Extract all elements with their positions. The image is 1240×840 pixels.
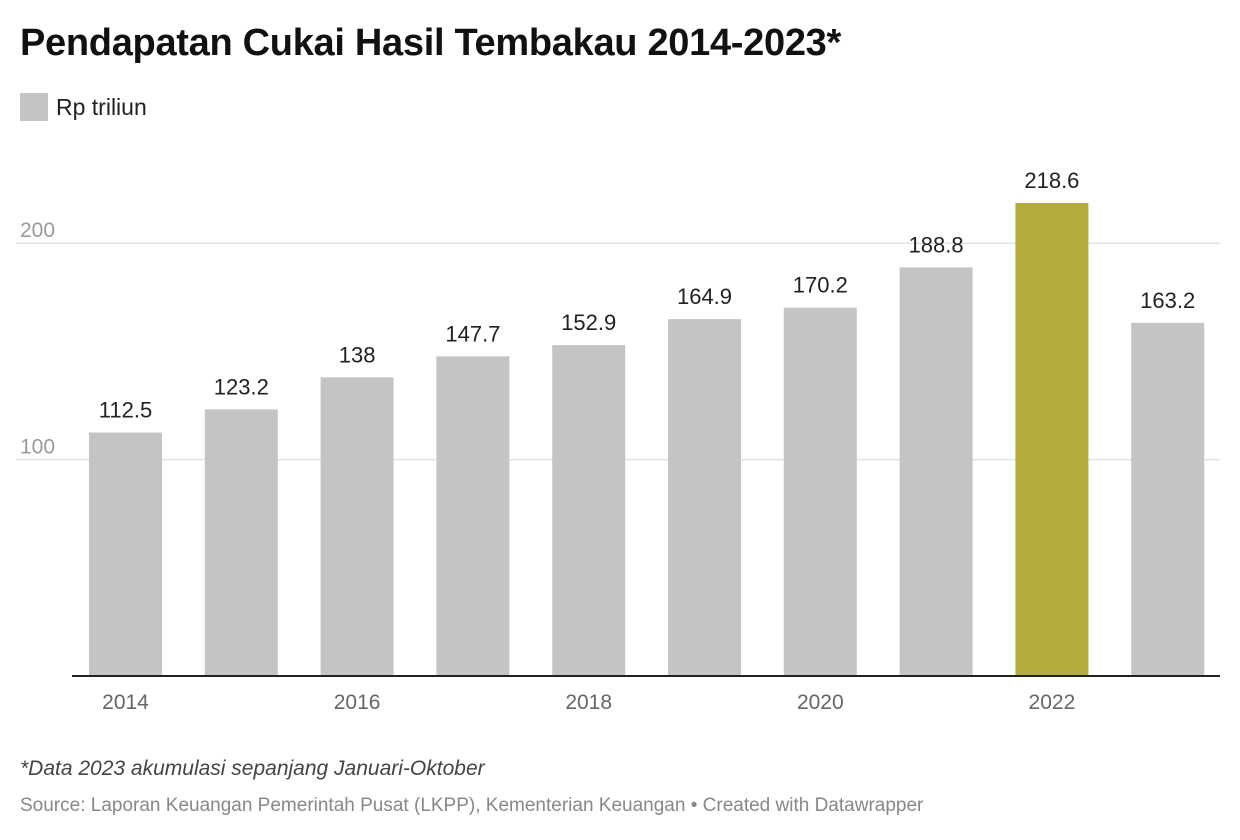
- bar-2023: [1131, 322, 1205, 676]
- bar-chart: 100 200 112.5 2014 123.2 138 2016 147.7 152.9 201…: [16, 168, 1220, 714]
- bar-2017: [436, 356, 510, 676]
- value-label-2015: 123.2: [214, 374, 269, 399]
- bar-2015: [204, 409, 278, 676]
- y-tick-label: 200: [20, 219, 55, 242]
- value-label-2021: 188.8: [909, 232, 964, 257]
- source-credit: Source: Laporan Keuangan Pemerintah Pusa…: [20, 795, 924, 816]
- value-label-2016: 138: [339, 342, 376, 367]
- x-tick-label: 2014: [102, 691, 149, 714]
- bar-2019: [668, 319, 741, 676]
- bar-2018: [552, 345, 626, 676]
- bar-2014: [89, 432, 162, 676]
- x-tick-label: 2020: [797, 691, 844, 714]
- footnote: *Data 2023 akumulasi sepanjang Januari-O…: [20, 757, 485, 780]
- value-label-2014: 112.5: [99, 398, 152, 423]
- bar-2022: [1015, 202, 1089, 677]
- value-label-2022: 218.6: [1024, 168, 1079, 193]
- value-label-2018: 152.9: [561, 310, 616, 335]
- x-tick-label: 2022: [1029, 691, 1076, 714]
- bar-2020: [783, 307, 857, 676]
- legend-swatch: [20, 93, 48, 121]
- bar-2021: [899, 267, 973, 676]
- value-label-2017: 147.7: [445, 321, 500, 346]
- legend-label: Rp triliun: [56, 93, 147, 120]
- chart-title: Pendapatan Cukai Hasil Tembakau 2014-202…: [20, 22, 841, 64]
- legend: Rp triliun: [20, 92, 147, 122]
- x-tick-label: 2018: [565, 691, 612, 714]
- bar-2016: [320, 377, 394, 676]
- y-tick-label: 100: [20, 436, 55, 459]
- value-label-2019: 164.9: [677, 284, 732, 309]
- x-tick-label: 2016: [334, 691, 381, 714]
- value-label-2020: 170.2: [793, 273, 848, 298]
- value-label-2023: 163.2: [1140, 288, 1195, 313]
